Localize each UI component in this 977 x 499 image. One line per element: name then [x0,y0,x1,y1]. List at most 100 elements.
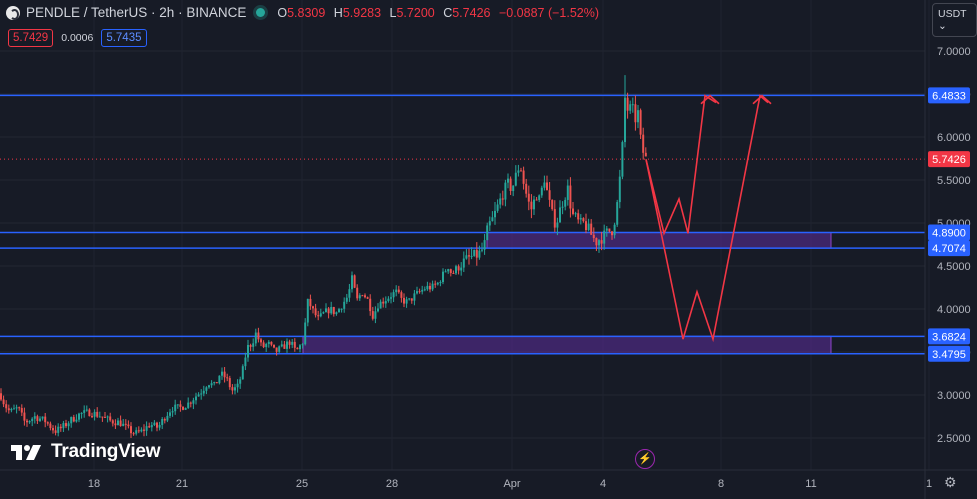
candle-up [197,394,200,397]
symbol-title[interactable]: PENDLE / TetherUS · 2h · BINANCE [26,5,247,20]
sell-quote[interactable]: 5.7429 [8,29,54,47]
candle-down [223,371,226,378]
candle-down [522,170,525,184]
candle-up [390,297,392,299]
candle-up [413,293,416,301]
candle-down [371,311,374,319]
candle-up [629,104,632,111]
candle-down [226,377,229,379]
candle-up [322,312,325,314]
candle-down [452,272,455,274]
level-price-label: 3.6824 [932,331,966,343]
spread-value: 0.0006 [61,32,94,44]
ohlc-open: 5.8309 [287,5,326,20]
candle-up [70,417,73,424]
y-tick-label: 4.0000 [937,304,971,316]
candle-up [221,371,223,376]
time-axis[interactable]: 18 21 25 28 Apr 4 8 11 1 [0,469,977,490]
candle-up [213,382,216,384]
candle-down [163,418,166,421]
candle-down [572,208,574,214]
candle-up [387,298,390,302]
candle-up [184,407,187,410]
candle-up [426,285,429,290]
candle-down [148,426,151,428]
candle-up [561,206,564,208]
candle-down [296,347,299,350]
candle-up [605,228,608,231]
horizontal-levels[interactable] [0,94,925,355]
buy-quote[interactable]: 5.7435 [101,29,147,47]
projection-arrows[interactable] [645,94,772,343]
candle-up [158,424,161,428]
candle-down [403,297,405,304]
last-price-label-bg [928,151,970,168]
candle-up [504,182,507,200]
x-tick-label: Apr [503,478,520,490]
candle-down [642,134,645,153]
candle-up [145,426,148,431]
candle-up [244,357,247,367]
candle-down [410,298,413,301]
candle-up [455,266,457,274]
candle-down [275,347,278,352]
x-tick-label: 11 [805,478,816,490]
candle-down [88,409,91,417]
candle-down [312,306,314,309]
candle-up [218,375,221,384]
candle-down [59,426,62,429]
support-zone [302,335,832,355]
candle-up [491,217,494,222]
candle-up [431,283,434,290]
candle-up [202,390,205,394]
candle-up [291,341,294,345]
candle-down [364,295,366,298]
candle-up [335,312,338,315]
candle-up [254,332,257,344]
candle-down [644,152,647,157]
candle-down [382,301,385,304]
candle-down [231,387,234,391]
level-price-label: 6.4833 [932,90,966,102]
candle-up [15,407,18,409]
candle-up [39,418,41,421]
candle-down [124,423,127,425]
candle-down [182,406,184,410]
candle-up [465,255,468,259]
candle-up [460,267,463,271]
arrowhead-2 [752,94,772,105]
candle-up [416,291,418,294]
candle-up [93,411,96,417]
candle-up [187,402,190,408]
candle-down [137,430,140,432]
candle-up [200,393,203,395]
level-price-label-bg [928,240,970,257]
candle-down [249,344,252,347]
candle-up [325,308,327,313]
level-price-label: 3.4795 [932,349,966,361]
market-status-icon[interactable] [256,8,266,17]
candle-up [442,271,444,283]
settings-gear-icon[interactable]: ⚙ [944,474,957,490]
candle-up [345,297,348,302]
tradingview-logo[interactable]: TradingView [11,441,161,463]
candle-up [247,344,249,358]
candle-up [494,210,496,218]
level-price-label-bg [928,224,970,241]
candle-down [114,423,117,426]
candle-up [348,289,351,298]
candle-up [13,408,15,410]
lightning-icon[interactable]: ⚡ [635,449,655,469]
candle-down [468,255,470,257]
candle-up [304,322,307,345]
candle-down [44,416,47,423]
candle-down [273,344,275,348]
candle-up [135,430,138,434]
candle-down [611,231,613,236]
candle-down [525,183,528,194]
currency-select[interactable]: USDT ⌄ [932,3,977,37]
candle-up [478,250,481,258]
candle-up [538,195,541,200]
ohlc-close: 5.7426 [452,5,491,20]
